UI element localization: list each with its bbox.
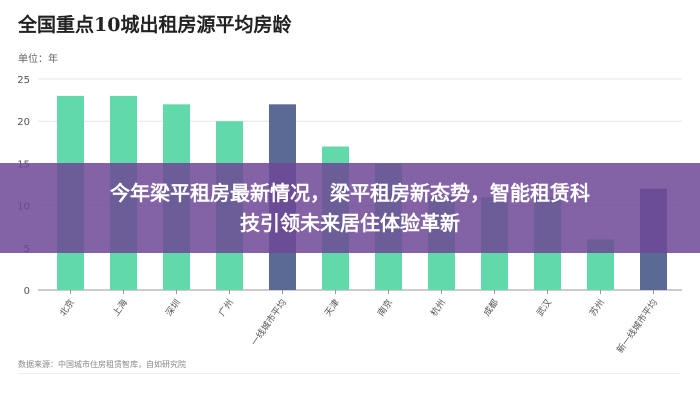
x-tick-label: 北京 (57, 297, 77, 319)
x-tick-label: 新一线城市平均 (614, 297, 660, 356)
x-tick-label: 苏州 (587, 297, 607, 319)
y-tick-label: 25 (17, 75, 30, 86)
x-tick-label: 成都 (481, 297, 501, 319)
x-tick-label: 杭州 (428, 297, 448, 319)
chart-title: 全国重点10城出租房源平均房龄 (18, 14, 292, 36)
headline-line-1: 今年梁平租房最新情况，梁平租房新态势，智能租赁科 (110, 181, 590, 205)
data-source: 数据来源：中国城市住房租赁智库，自如研究院 (18, 360, 186, 369)
headline-banner: 今年梁平租房最新情况，梁平租房新态势，智能租赁科 技引领未来居住体验革新 (0, 163, 700, 253)
x-tick-label: 一线城市平均 (248, 297, 289, 348)
x-tick-label: 武汉 (534, 297, 554, 319)
headline-line-2: 技引领未来居住体验革新 (240, 211, 460, 235)
y-tick-label: 0 (24, 286, 30, 297)
x-tick-label: 深圳 (164, 297, 183, 318)
x-tick-label: 南京 (375, 297, 395, 319)
x-tick-label: 天津 (323, 297, 342, 318)
x-tick-label: 广州 (216, 297, 236, 319)
x-tick-label: 上海 (110, 297, 130, 319)
divider (18, 373, 680, 374)
y-tick-label: 20 (17, 117, 30, 128)
unit-label: 单位：年 (18, 54, 58, 65)
